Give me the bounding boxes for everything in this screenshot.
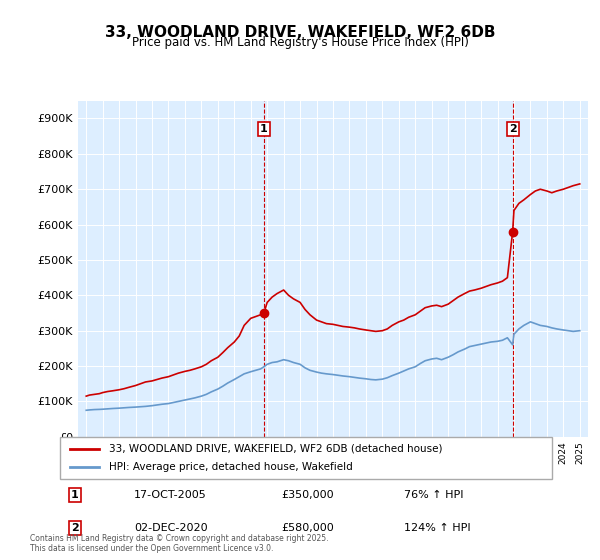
Text: 76% ↑ HPI: 76% ↑ HPI bbox=[404, 490, 464, 500]
Text: 02-DEC-2020: 02-DEC-2020 bbox=[134, 523, 208, 533]
Text: 33, WOODLAND DRIVE, WAKEFIELD, WF2 6DB: 33, WOODLAND DRIVE, WAKEFIELD, WF2 6DB bbox=[105, 25, 495, 40]
Text: 33, WOODLAND DRIVE, WAKEFIELD, WF2 6DB (detached house): 33, WOODLAND DRIVE, WAKEFIELD, WF2 6DB (… bbox=[109, 444, 443, 454]
Text: 2: 2 bbox=[509, 124, 517, 134]
Text: 1: 1 bbox=[71, 490, 79, 500]
Text: 17-OCT-2005: 17-OCT-2005 bbox=[134, 490, 206, 500]
Text: £580,000: £580,000 bbox=[281, 523, 334, 533]
Text: £350,000: £350,000 bbox=[281, 490, 334, 500]
Text: Contains HM Land Registry data © Crown copyright and database right 2025.
This d: Contains HM Land Registry data © Crown c… bbox=[30, 534, 329, 553]
FancyBboxPatch shape bbox=[60, 437, 552, 479]
Text: 1: 1 bbox=[260, 124, 268, 134]
Text: 2: 2 bbox=[71, 523, 79, 533]
Text: 124% ↑ HPI: 124% ↑ HPI bbox=[404, 523, 471, 533]
Text: Price paid vs. HM Land Registry's House Price Index (HPI): Price paid vs. HM Land Registry's House … bbox=[131, 36, 469, 49]
Text: HPI: Average price, detached house, Wakefield: HPI: Average price, detached house, Wake… bbox=[109, 462, 353, 472]
